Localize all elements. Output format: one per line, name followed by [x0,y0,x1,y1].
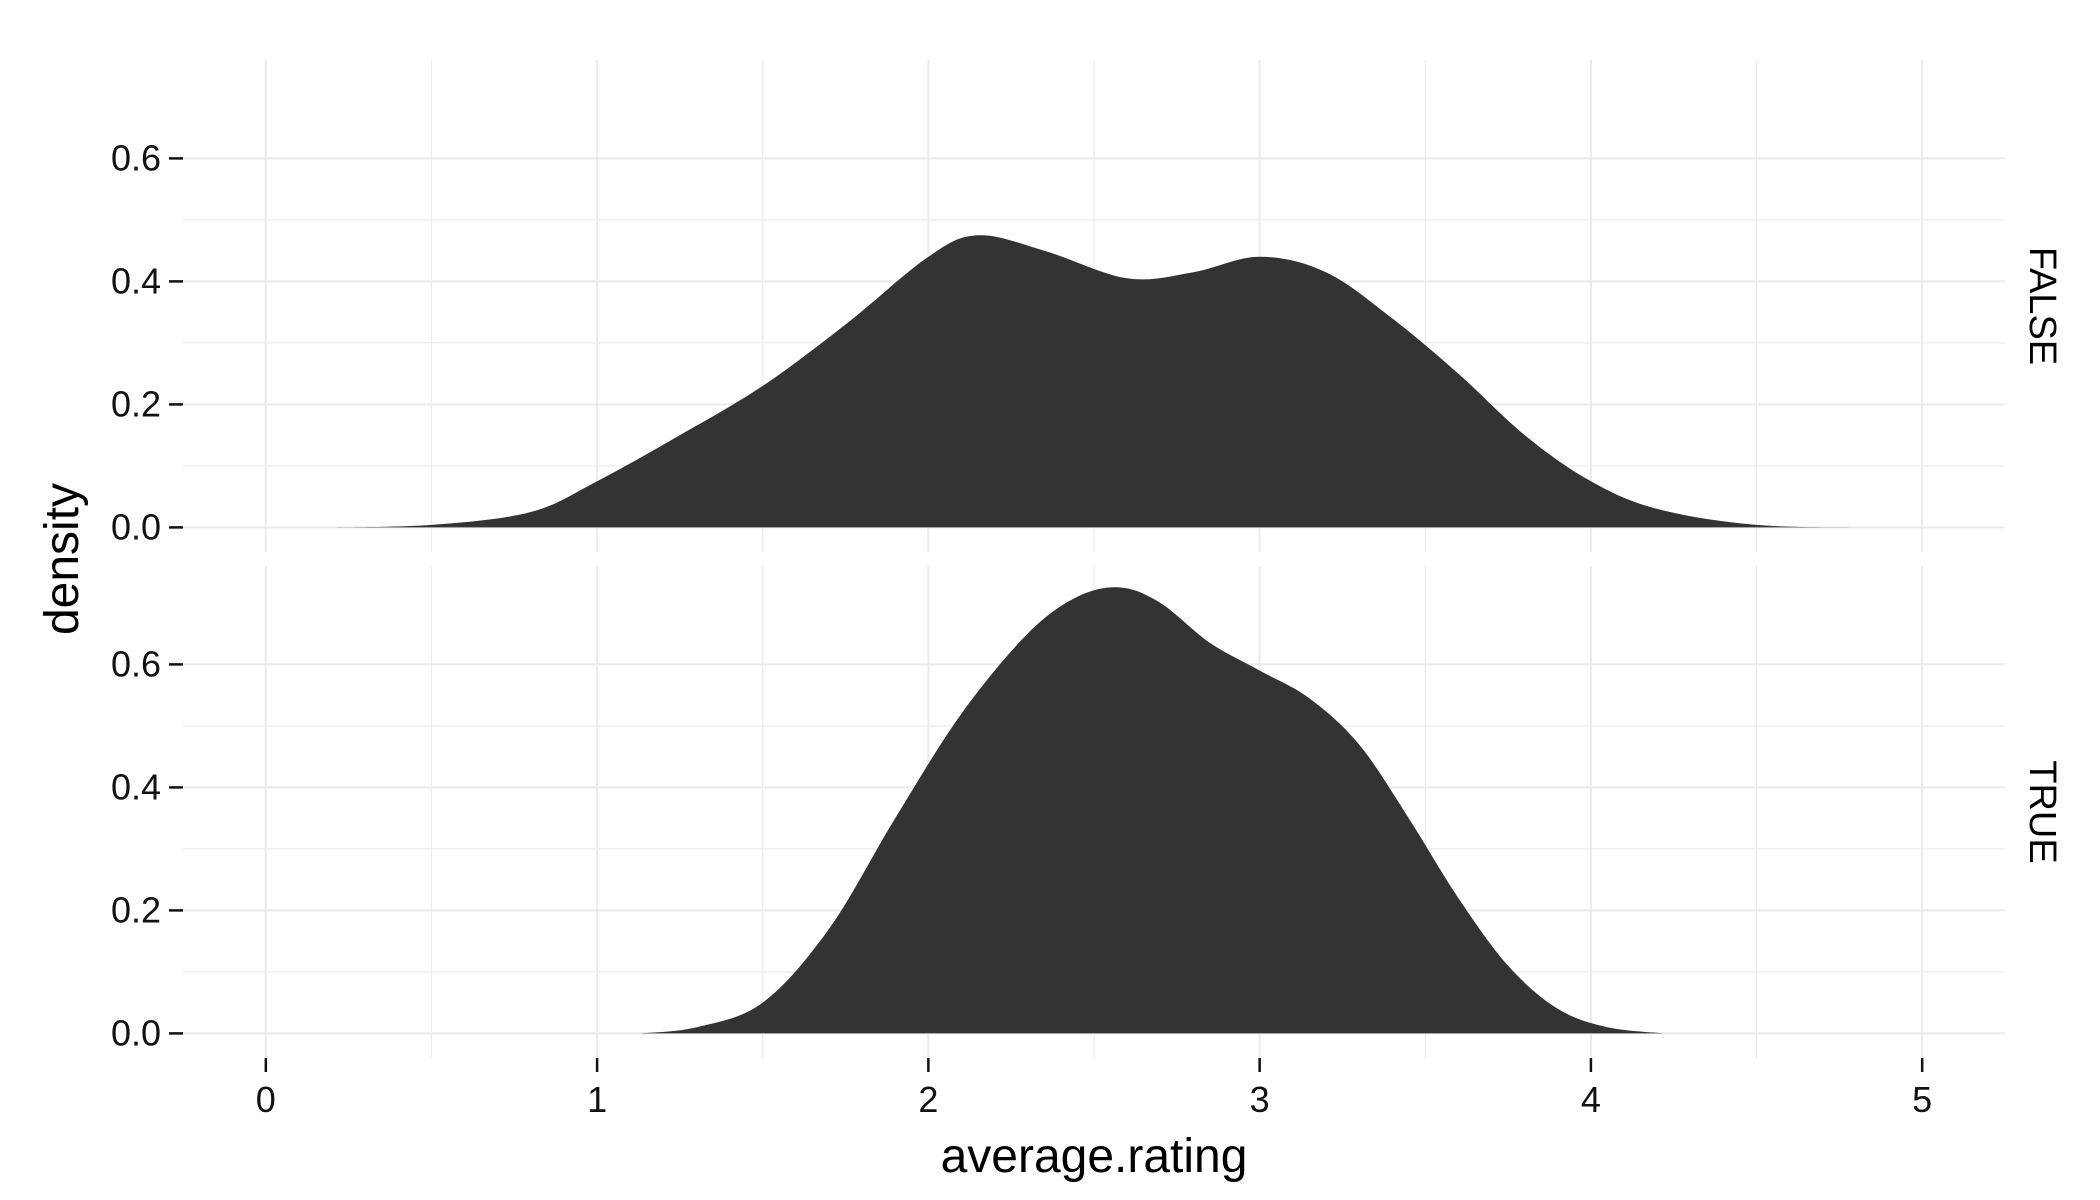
x-tick-label: 4 [1581,1079,1601,1120]
x-tick-label: 3 [1250,1079,1270,1120]
y-tick-label: 0.6 [111,643,161,684]
y-tick-label: 0.0 [111,506,161,547]
y-tick-label: 0.2 [111,889,161,930]
x-tick-label: 0 [256,1079,276,1120]
panel-false: 0.0 0.2 0.4 0.6 FALSE [111,60,2063,552]
facet-strip-label: FALSE [2021,247,2063,365]
y-axis-title: density [36,483,89,635]
panel-true: 0.0 0.2 0.4 0.6 TRUE [111,566,2063,1058]
x-axis: 0 1 2 3 4 5 [256,1058,1932,1120]
x-axis-title: average.rating [941,1130,1248,1183]
x-tick-label: 5 [1912,1079,1932,1120]
facet-strip-label: TRUE [2021,760,2063,863]
density-area-false [325,235,1873,528]
panels-layer: 0.0 0.2 0.4 0.6 FALSE 0.0 0.2 0.4 0.6 TRUE 0 1 2 3 4 5 [111,60,2063,1120]
x-tick-label: 2 [918,1079,938,1120]
y-tick-label: 0.4 [111,260,161,301]
y-tick-label: 0.4 [111,766,161,807]
y-tick-label: 0.0 [111,1012,161,1053]
y-tick-label: 0.2 [111,383,161,424]
x-tick-label: 1 [587,1079,607,1120]
y-tick-label: 0.6 [111,137,161,178]
density-area-true [640,587,1664,1034]
